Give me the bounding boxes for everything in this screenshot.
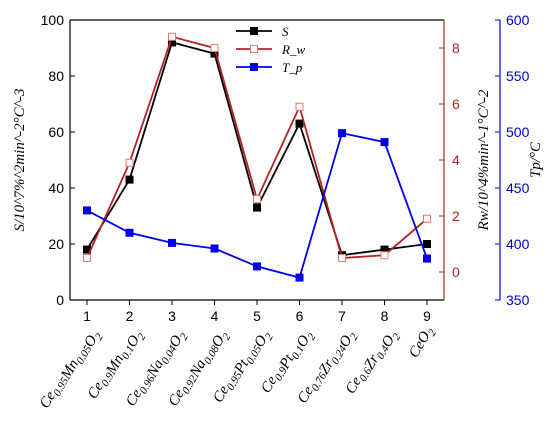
left-tick-label: 0 bbox=[56, 292, 64, 308]
plot-area: 0 20 40 60 80 100 0 2 4 6 8 350 400 450 500 550 600 1 2 3 4 5… bbox=[12, 12, 544, 417]
data-point-t_p bbox=[380, 138, 389, 147]
x-tick-label: 3 bbox=[168, 308, 176, 324]
left-axis-title: S/10^7%^2min^-2°C^-3 bbox=[12, 89, 28, 232]
data-point-r_w bbox=[210, 44, 219, 52]
x-tick-label: 4 bbox=[211, 308, 219, 324]
data-point-t_p bbox=[83, 206, 91, 215]
tp-tick-label: 350 bbox=[506, 292, 530, 308]
x-tick-label: 7 bbox=[338, 308, 346, 324]
left-tick-label: 100 bbox=[41, 12, 65, 28]
x-tick-label: 5 bbox=[253, 308, 261, 324]
rw-tick-label: 2 bbox=[452, 208, 460, 224]
tp-tick-label: 450 bbox=[506, 180, 530, 196]
data-point-s bbox=[125, 175, 134, 184]
legend-marker-r_w bbox=[250, 45, 258, 53]
data-point-s bbox=[423, 240, 431, 248]
series-line-s bbox=[86, 41, 428, 257]
left-tick-label: 60 bbox=[48, 124, 64, 140]
data-point-s bbox=[295, 119, 304, 128]
left-tick-label: 20 bbox=[48, 236, 64, 252]
rw-tick-label: 8 bbox=[452, 40, 460, 56]
category-label: Ce0.9Mn0.1O2 bbox=[85, 324, 149, 408]
data-point-r_w bbox=[295, 102, 304, 111]
category-label: Ce0.95Mn0.05O2 bbox=[37, 324, 106, 417]
data-point-r_w bbox=[168, 32, 176, 41]
data-point-r_w bbox=[423, 214, 431, 223]
rw-tick-label: 0 bbox=[452, 264, 460, 280]
x-tick-label: 1 bbox=[83, 308, 91, 324]
data-point-r_w bbox=[380, 251, 389, 260]
legend-label-s: S bbox=[282, 24, 289, 39]
rw-tick-label: 4 bbox=[452, 152, 460, 168]
legend-marker-s bbox=[250, 27, 258, 35]
data-point-r_w bbox=[338, 254, 346, 262]
x-tick-label: 2 bbox=[126, 308, 134, 324]
x-tick-label: 9 bbox=[423, 308, 431, 324]
data-point-r_w bbox=[83, 254, 91, 262]
legend-label-t_p: T_p bbox=[282, 60, 303, 75]
category-label: CeO2 bbox=[406, 324, 439, 363]
data-point-t_p bbox=[125, 228, 134, 237]
rw-axis-title: Rw/10^4%min^-1°C^-2 bbox=[476, 89, 492, 231]
data-point-t_p bbox=[168, 238, 176, 247]
legend-marker-t_p bbox=[250, 63, 258, 71]
data-point-t_p bbox=[423, 254, 431, 263]
data-point-r_w bbox=[125, 158, 134, 167]
tp-axis-title: Tp/°C bbox=[528, 141, 544, 178]
legend-label-r_w: R_w bbox=[281, 42, 305, 57]
left-tick-label: 40 bbox=[48, 180, 64, 196]
x-tick-label: 8 bbox=[381, 308, 389, 324]
data-point-t_p bbox=[338, 129, 346, 138]
x-tick-label: 6 bbox=[296, 308, 304, 324]
data-point-r_w bbox=[253, 195, 261, 204]
data-point-t_p bbox=[253, 262, 261, 271]
data-point-s bbox=[253, 203, 261, 212]
tp-tick-label: 500 bbox=[506, 124, 530, 140]
tp-tick-label: 600 bbox=[506, 12, 530, 28]
rw-tick-label: 6 bbox=[452, 96, 460, 112]
left-tick-label: 80 bbox=[48, 68, 64, 84]
data-point-t_p bbox=[295, 273, 304, 282]
tp-tick-label: 550 bbox=[506, 68, 530, 84]
data-point-t_p bbox=[210, 244, 219, 253]
tp-tick-label: 400 bbox=[506, 236, 530, 252]
